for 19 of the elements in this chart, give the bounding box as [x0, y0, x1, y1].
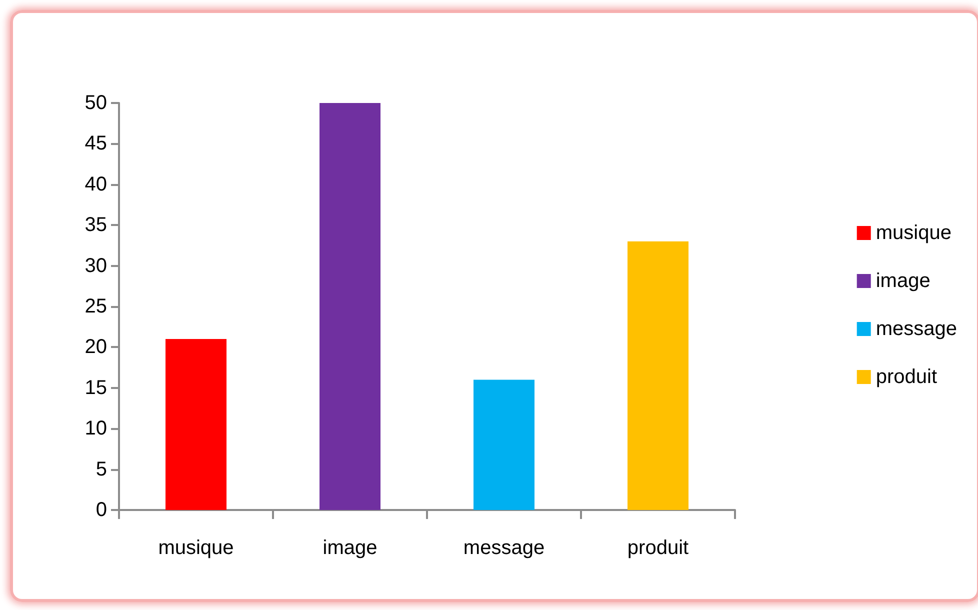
y-tick-label: 30 [84, 254, 107, 277]
legend-label: message [876, 318, 958, 340]
y-tick-label: 50 [84, 92, 107, 114]
x-tick-label: message [463, 537, 545, 559]
y-tick-label: 40 [84, 173, 107, 196]
x-tick-label: image [322, 537, 378, 559]
x-tick-label: produit [627, 537, 690, 559]
y-tick-label: 0 [96, 499, 107, 521]
y-tick-label: 15 [84, 376, 107, 399]
y-tick-label: 35 [84, 214, 107, 236]
y-tick-label: 5 [96, 458, 107, 480]
legend-label: image [876, 270, 930, 292]
legend-label: produit [876, 366, 938, 388]
legend-label: musique [876, 222, 952, 244]
y-tick-label: 25 [84, 296, 107, 318]
y-tick-label: 20 [84, 336, 107, 358]
y-tick-label: 45 [84, 132, 107, 155]
x-tick-label: musique [158, 537, 234, 559]
y-tick-label: 10 [84, 418, 107, 440]
